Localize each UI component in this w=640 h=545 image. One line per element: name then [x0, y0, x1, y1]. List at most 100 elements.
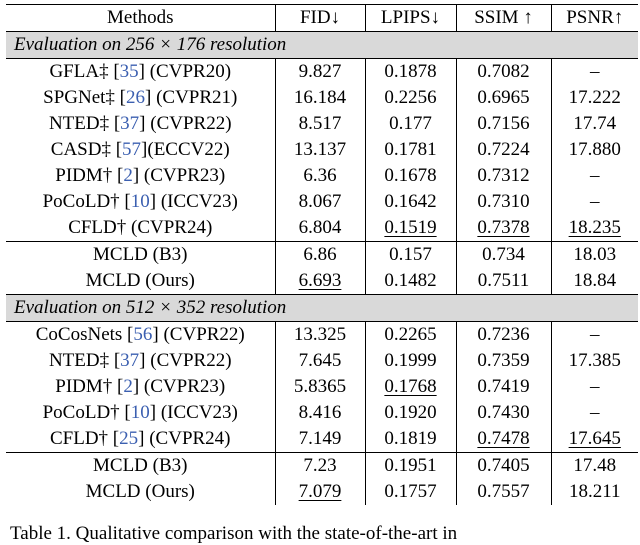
lpips-value: 0.1482 [365, 268, 457, 295]
ssim-value: 0.7156 [456, 111, 552, 137]
table-caption: Table 1. Qualitative comparison with the… [10, 523, 458, 544]
cell-value: 17.48 [573, 455, 617, 476]
cell-value: 0.1642 [384, 191, 437, 212]
citation-link[interactable]: 37 [120, 350, 140, 371]
method-name: PIDM† [2] (CVPR23) [6, 374, 276, 400]
fid-value: 13.325 [275, 321, 366, 348]
results-table: Methods FID↓ LPIPS↓ SSIM ↑ PSNR↑ Evaluat… [6, 4, 638, 505]
citation-link[interactable]: 10 [130, 402, 150, 423]
ssim-value: 0.7310 [456, 189, 552, 215]
citation-link[interactable]: 25 [119, 428, 139, 449]
cell-value: 17.222 [568, 87, 621, 108]
citation-link[interactable]: 37 [120, 113, 140, 134]
table-body: Evaluation on 256 × 176 resolution GFLA‡ … [6, 31, 638, 505]
cell-value: 0.7430 [477, 402, 530, 423]
cell-value: 0.2256 [384, 87, 437, 108]
cell-value: 6.693 [298, 270, 342, 291]
cell-value: 16.184 [293, 87, 347, 108]
method-name: CASD‡ [57](ECCV22) [6, 137, 276, 163]
ssim-value: 0.7378 [456, 215, 552, 242]
cell-value: 0.157 [389, 244, 432, 265]
method-label: MCLD (B3) [93, 455, 188, 476]
fid-value: 7.23 [275, 452, 366, 479]
citation-link[interactable]: 56 [133, 324, 153, 345]
fid-value: 8.067 [275, 189, 366, 215]
method-label: GFLA‡ [ [49, 61, 120, 82]
cell-value: 0.1951 [384, 455, 437, 476]
psnr-value: 17.74 [551, 111, 638, 137]
section-title: Evaluation on 512 × 352 resolution [6, 294, 638, 322]
cell-value: 18.03 [573, 244, 617, 265]
cell-value: 0.7310 [477, 191, 530, 212]
ssim-value: 0.7312 [456, 163, 552, 189]
cell-value: 7.079 [298, 481, 342, 502]
cell-value: 0.7359 [477, 350, 530, 371]
cell-value: 0.7557 [477, 481, 530, 502]
cell-value: 17.385 [568, 350, 621, 371]
cell-value: 6.36 [303, 165, 337, 186]
ssim-value: 0.7419 [456, 374, 552, 400]
psnr-value: 18.03 [551, 241, 638, 268]
method-name: CoCosNets [56] (CVPR22) [6, 321, 276, 348]
cell-value: 13.137 [293, 139, 347, 160]
psnr-value: – [551, 322, 638, 349]
fid-value: 6.693 [275, 268, 366, 295]
cell-value: – [590, 165, 600, 186]
table-row: NTED‡ [37] (CVPR22) 8.517 0.177 0.7156 17.74 [6, 111, 638, 137]
citation-link[interactable]: 35 [119, 61, 139, 82]
cell-value: 0.7156 [477, 113, 530, 134]
cell-value: 5.8365 [293, 376, 347, 397]
cell-value: 17.74 [573, 113, 617, 134]
method-venue: ] (CVPR20) [138, 61, 232, 82]
psnr-value: – [551, 163, 638, 189]
psnr-value: 17.385 [551, 348, 638, 374]
fid-value: 9.827 [275, 58, 366, 85]
citation-link[interactable]: 10 [130, 191, 150, 212]
table-row: PIDM† [2] (CVPR23) 6.36 0.1678 0.7312 – [6, 163, 638, 189]
method-venue: ] (ICCV23) [149, 402, 238, 423]
citation-link[interactable]: 2 [123, 165, 133, 186]
cell-value: 0.1920 [384, 402, 437, 423]
method-venue: ] (CVPR21) [145, 87, 238, 108]
cell-value: 18.235 [568, 217, 621, 238]
cell-value: – [590, 61, 600, 82]
cell-value: 0.7312 [477, 165, 530, 186]
method-name: MCLD (B3) [6, 241, 276, 268]
method-name: GFLA‡ [35] (CVPR20) [6, 58, 276, 85]
cell-value: – [590, 324, 600, 345]
header-fid: FID↓ [275, 4, 366, 32]
method-name: NTED‡ [37] (CVPR22) [6, 111, 276, 137]
table-row: CFLD† [25] (CVPR24) 7.149 0.1819 0.7478 17.6… [6, 426, 638, 453]
citation-link[interactable]: 57 [122, 139, 142, 160]
method-label: CFLD† [ [49, 428, 120, 449]
header-psnr: PSNR↑ [551, 4, 638, 32]
method-name: PIDM† [2] (CVPR23) [6, 163, 276, 189]
table-row: MCLD (Ours) 6.693 0.1482 0.7511 18.84 [6, 268, 638, 295]
cell-value: 0.1878 [384, 61, 437, 82]
lpips-value: 0.1999 [365, 348, 457, 374]
cell-value: 8.416 [298, 402, 342, 423]
fid-value: 7.079 [275, 479, 366, 505]
table-row: PIDM† [2] (CVPR23) 5.8365 0.1768 0.7419 – [6, 374, 638, 400]
method-venue: ] (CVPR24) [138, 428, 231, 449]
method-label: PIDM† [ [55, 376, 124, 397]
ssim-value: 0.7224 [456, 137, 552, 163]
citation-link[interactable]: 26 [126, 87, 145, 108]
section-header-row: Evaluation on 256 × 176 resolution [6, 31, 638, 59]
cell-value: 9.827 [298, 61, 342, 82]
lpips-value: 0.1642 [365, 189, 457, 215]
cell-value: 7.645 [298, 350, 342, 371]
lpips-value: 0.1920 [365, 400, 457, 426]
cell-value: 0.7478 [477, 428, 530, 449]
citation-link[interactable]: 2 [123, 376, 133, 397]
method-venue: ] (CVPR23) [132, 376, 226, 397]
ssim-value: 0.7478 [456, 426, 552, 453]
fid-value: 6.86 [275, 241, 366, 268]
method-label: MCLD (B3) [93, 244, 188, 265]
cell-value: 0.1482 [384, 270, 437, 291]
cell-value: 6.804 [298, 217, 342, 238]
method-label: CoCosNets [ [35, 324, 134, 345]
cell-value: 0.1757 [384, 481, 437, 502]
lpips-value: 0.1878 [365, 58, 457, 85]
cell-value: 13.325 [293, 324, 347, 345]
